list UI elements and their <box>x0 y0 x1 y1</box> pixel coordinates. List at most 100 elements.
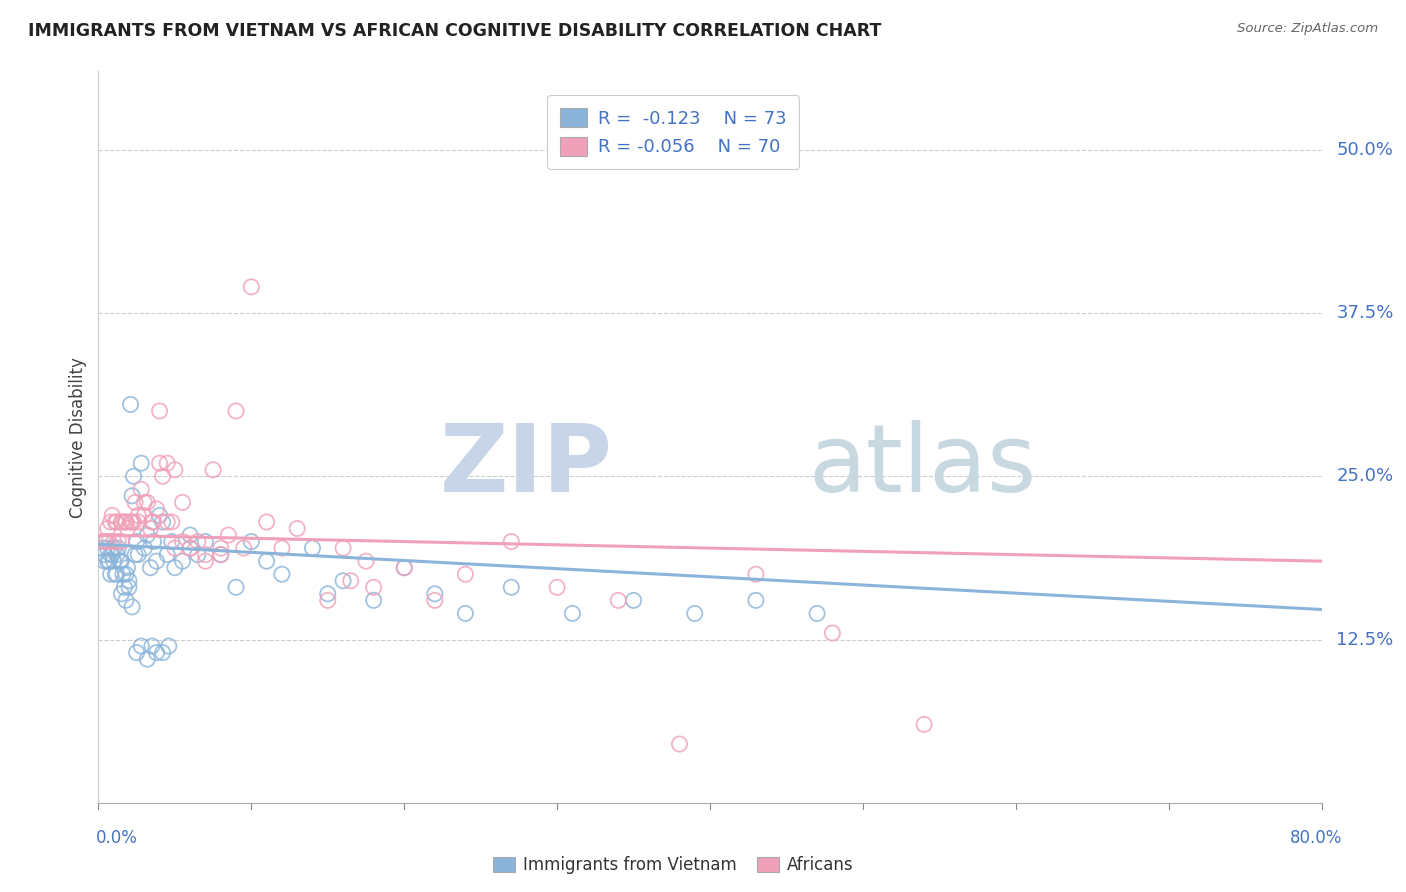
Point <box>607 593 630 607</box>
Point <box>101 508 124 523</box>
Point <box>209 548 232 562</box>
Point <box>105 515 128 529</box>
Text: Source: ZipAtlas.com: Source: ZipAtlas.com <box>1237 22 1378 36</box>
Point <box>97 541 120 555</box>
Point <box>821 626 844 640</box>
Text: atlas: atlas <box>808 420 1036 512</box>
Point <box>194 534 217 549</box>
Point <box>118 574 141 588</box>
Point <box>423 593 446 607</box>
Point <box>142 534 165 549</box>
Point <box>225 404 247 418</box>
Point <box>124 495 146 509</box>
Point <box>339 574 361 588</box>
Point <box>156 456 179 470</box>
Point <box>454 567 477 582</box>
Point <box>121 489 143 503</box>
Point <box>392 560 416 574</box>
Point <box>546 580 568 594</box>
Point <box>112 580 135 594</box>
Point <box>172 495 194 509</box>
Point <box>179 541 201 555</box>
Point <box>141 515 163 529</box>
Point <box>332 574 354 588</box>
Point <box>129 456 152 470</box>
Point <box>103 541 125 555</box>
Point <box>145 646 167 660</box>
Point <box>423 587 446 601</box>
Point <box>110 515 132 529</box>
Point <box>172 534 194 549</box>
Point <box>240 534 263 549</box>
Point <box>134 508 156 523</box>
Point <box>501 534 523 549</box>
Point <box>104 567 127 582</box>
Point <box>152 515 174 529</box>
Point <box>172 554 194 568</box>
Point <box>301 541 323 555</box>
Point <box>125 534 148 549</box>
Point <box>156 515 179 529</box>
Point <box>111 515 134 529</box>
Point <box>363 580 385 594</box>
Point <box>117 560 139 574</box>
Point <box>124 548 146 562</box>
Point <box>98 534 121 549</box>
Point <box>745 567 768 582</box>
Point <box>134 541 156 555</box>
Point <box>623 593 645 607</box>
Point <box>110 587 132 601</box>
Point <box>149 456 172 470</box>
Point <box>149 508 172 523</box>
Point <box>156 548 179 562</box>
Point <box>194 554 217 568</box>
Point <box>100 548 122 562</box>
Text: 80.0%: 80.0% <box>1291 830 1343 847</box>
Point <box>98 554 121 568</box>
Point <box>454 607 477 621</box>
Point <box>145 554 167 568</box>
Point <box>202 463 225 477</box>
Point <box>108 554 131 568</box>
Point <box>117 521 139 535</box>
Point <box>91 541 114 555</box>
Point <box>97 554 120 568</box>
Point <box>105 548 128 562</box>
Point <box>668 737 690 751</box>
Point <box>217 528 239 542</box>
Text: 37.5%: 37.5% <box>1336 304 1393 322</box>
Text: 25.0%: 25.0% <box>1336 467 1393 485</box>
Point <box>107 534 129 549</box>
Point <box>103 554 125 568</box>
Point <box>912 717 935 731</box>
Point <box>187 548 209 562</box>
Point <box>806 607 828 621</box>
Point <box>142 515 165 529</box>
Point <box>256 554 278 568</box>
Point <box>110 554 132 568</box>
Point <box>240 280 263 294</box>
Point <box>160 534 183 549</box>
Point <box>316 587 339 601</box>
Point <box>136 528 159 542</box>
Point <box>101 548 124 562</box>
Point <box>134 495 156 509</box>
Point <box>110 534 132 549</box>
Point <box>115 567 138 582</box>
Point <box>209 548 232 562</box>
Point <box>127 548 149 562</box>
Point <box>332 541 354 555</box>
Point <box>179 541 201 555</box>
Point <box>120 397 142 411</box>
Point <box>141 639 163 653</box>
Point <box>256 515 278 529</box>
Point <box>100 567 122 582</box>
Point <box>94 534 117 549</box>
Point <box>115 515 138 529</box>
Point <box>121 599 143 614</box>
Point <box>111 567 134 582</box>
Point <box>122 515 145 529</box>
Point <box>225 580 247 594</box>
Y-axis label: Cognitive Disability: Cognitive Disability <box>69 357 87 517</box>
Point <box>149 404 172 418</box>
